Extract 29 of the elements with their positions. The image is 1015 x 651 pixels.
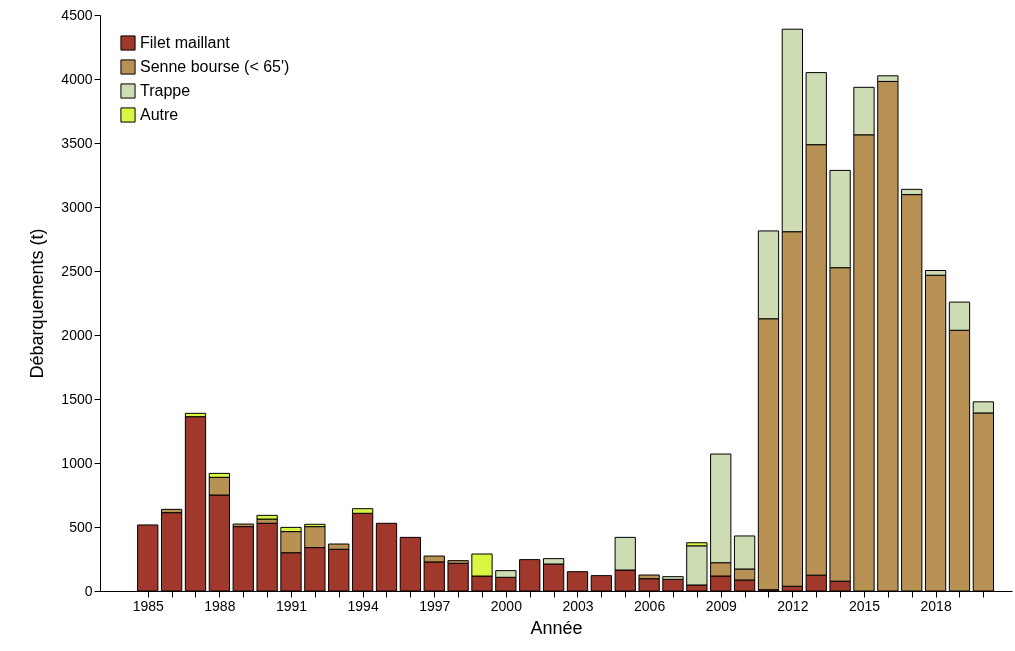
legend-label: Senne bourse (< 65') <box>140 58 290 75</box>
x-tick-label: 2003 <box>562 597 594 614</box>
y-tick-label: 3500 <box>61 134 93 151</box>
y-axis-title: Débarquements (t) <box>27 228 48 379</box>
x-tick-label: 1988 <box>204 597 236 614</box>
x-tick-label: 2015 <box>848 597 881 614</box>
y-tick-label: 3000 <box>61 198 93 215</box>
y-tick-label: 2000 <box>61 326 93 343</box>
x-tick-label: 2012 <box>777 597 809 614</box>
y-tick-label: 0 <box>84 582 93 599</box>
y-tick-label: 1500 <box>61 390 93 407</box>
legend-label: Autre <box>140 106 179 123</box>
bar <box>256 514 278 520</box>
x-tick-label: 1991 <box>275 597 308 614</box>
x-tick-label: 2000 <box>490 597 523 614</box>
x-axis-title: Année <box>530 617 583 638</box>
y-tick-label: 1000 <box>61 454 93 471</box>
y-tick-label: 2500 <box>61 262 93 279</box>
legend-label: Filet maillant <box>140 34 231 51</box>
y-tick-label: 4000 <box>61 70 93 87</box>
y-tick-label: 4500 <box>61 6 93 23</box>
x-tick-label: 1985 <box>132 597 165 614</box>
x-tick-label: 1997 <box>419 597 451 614</box>
x-tick-label: 2006 <box>634 597 666 614</box>
legend-label: Trappe <box>140 82 191 99</box>
x-tick-label: 2018 <box>920 597 952 614</box>
x-tick-label: 2009 <box>705 597 738 614</box>
x-tick-label: 1994 <box>347 597 379 614</box>
y-tick-label: 500 <box>69 518 93 535</box>
